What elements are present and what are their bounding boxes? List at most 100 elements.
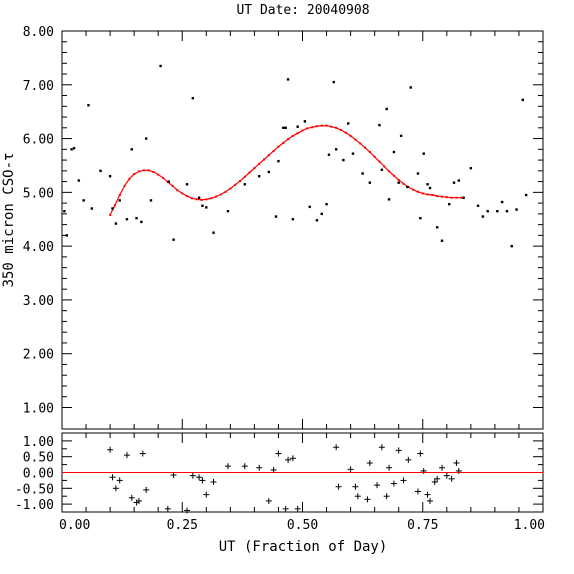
fit-point — [344, 131, 347, 134]
residual-point — [378, 444, 385, 451]
fit-point — [229, 187, 232, 190]
residual-point — [383, 493, 390, 500]
fit-point — [440, 195, 443, 198]
residual-point — [164, 505, 171, 512]
residual-point — [196, 474, 203, 481]
fit-series — [109, 124, 463, 216]
data-point — [392, 150, 396, 154]
residual-point — [335, 483, 342, 490]
data-point — [399, 134, 403, 138]
fit-point — [176, 189, 179, 192]
data-point — [332, 80, 335, 84]
data-point — [284, 126, 287, 130]
x-tick-label: 0.50 — [287, 518, 318, 533]
fit-point — [128, 177, 131, 180]
residual-point — [241, 463, 248, 470]
data-point — [291, 218, 295, 221]
data-point — [72, 147, 76, 150]
measurement-series — [63, 64, 528, 248]
data-point — [274, 215, 278, 218]
fit-point — [133, 173, 136, 176]
data-point — [70, 148, 73, 151]
data-point — [481, 215, 485, 218]
fit-point — [267, 154, 270, 157]
data-point — [114, 222, 118, 225]
data-point — [440, 239, 444, 242]
data-point — [361, 172, 364, 175]
residual-point — [431, 478, 438, 485]
chart-title: UT Date: 20040908 — [236, 3, 369, 18]
data-point — [87, 104, 90, 107]
fit-point — [354, 138, 357, 141]
data-point — [346, 122, 350, 125]
fit-point — [402, 182, 405, 185]
fit-point — [171, 184, 174, 187]
fit-point — [426, 193, 429, 196]
fit-point — [142, 169, 145, 172]
fit-point — [162, 176, 165, 179]
data-point — [524, 193, 528, 197]
fit-point — [436, 195, 439, 198]
data-point — [99, 169, 102, 173]
data-point — [380, 168, 384, 171]
data-point — [448, 202, 451, 206]
x-tick-label: 1.00 — [514, 518, 545, 533]
fit-point — [190, 197, 193, 200]
residual-point — [400, 477, 407, 484]
residual-point — [256, 464, 263, 471]
fit-point — [291, 134, 294, 137]
fit-point — [137, 170, 140, 173]
fit-point — [243, 175, 246, 178]
bottom-panel-y-tick-labels: -1.00-0.500.000.501.00 — [15, 435, 54, 513]
residual-point — [405, 456, 412, 463]
fit-point — [147, 169, 150, 172]
data-point — [191, 97, 195, 100]
residual-point — [448, 475, 455, 482]
residual-point — [123, 452, 130, 459]
data-point — [82, 199, 85, 202]
data-point — [308, 205, 311, 209]
fit-point — [431, 194, 434, 197]
x-tick-label: 0.75 — [407, 518, 438, 533]
data-point — [500, 200, 504, 204]
y-tick-label: 5.00 — [23, 186, 54, 201]
y-tick-label: 4.00 — [23, 240, 54, 255]
residual-point — [390, 480, 397, 487]
data-point — [205, 206, 208, 209]
y-tick-label: 1.00 — [23, 435, 54, 450]
y-tick-label: 6.00 — [23, 133, 54, 148]
data-point — [212, 231, 215, 234]
fit-point — [113, 204, 116, 207]
x-tick-label: 0.25 — [167, 518, 198, 533]
data-point — [65, 234, 69, 237]
residual-point — [453, 460, 460, 467]
residual-point — [374, 482, 381, 489]
top-panel-y-axis-label: 350 micron CSO-τ — [1, 153, 17, 288]
fit-point — [335, 126, 338, 129]
data-point — [496, 209, 499, 213]
fit-point — [186, 195, 189, 198]
y-tick-label: 2.00 — [23, 348, 54, 363]
fit-point — [296, 132, 299, 135]
data-point — [368, 181, 372, 184]
fit-point — [330, 125, 333, 128]
fit-curve — [109, 125, 462, 216]
fit-point — [460, 196, 463, 199]
fit-point — [301, 129, 304, 132]
data-point — [397, 181, 400, 184]
data-point — [521, 98, 524, 102]
y-tick-label: 0.00 — [23, 467, 54, 482]
fit-point — [359, 142, 362, 145]
data-point — [90, 207, 94, 210]
fit-point — [205, 198, 208, 201]
data-point — [426, 183, 429, 186]
fit-point — [397, 178, 400, 181]
data-point — [125, 218, 129, 221]
data-point — [111, 207, 114, 210]
y-tick-label: -1.00 — [15, 498, 54, 513]
data-point — [452, 181, 456, 184]
residual-point — [275, 450, 282, 457]
fit-point — [373, 155, 376, 158]
data-point — [226, 209, 230, 213]
